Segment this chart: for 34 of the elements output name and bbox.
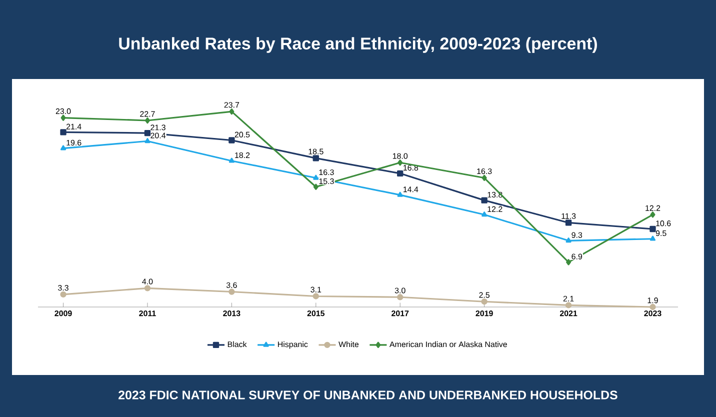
point — [60, 129, 66, 136]
point — [397, 192, 403, 197]
point — [397, 294, 404, 300]
chart-title: Unbanked Rates by Race and Ethnicity, 2009-2023 (percent) — [119, 37, 597, 53]
point — [650, 212, 656, 218]
point — [566, 238, 572, 243]
point — [650, 226, 656, 232]
point — [228, 137, 235, 144]
point — [144, 130, 151, 136]
point — [228, 158, 234, 163]
point — [313, 184, 318, 190]
point — [482, 174, 487, 181]
point — [229, 108, 234, 115]
point — [312, 293, 319, 300]
point — [313, 174, 319, 180]
text: 2023 FDIC NATIONAL SURVEY OF UNBANKED AND UNDERBANKED HOUSEHOLDS — [118, 390, 618, 400]
point — [482, 212, 488, 217]
point — [144, 285, 151, 292]
point — [565, 302, 572, 308]
point — [60, 114, 66, 121]
point — [60, 291, 66, 298]
point — [566, 259, 572, 266]
point — [312, 155, 319, 162]
point — [565, 220, 572, 226]
point — [481, 197, 488, 204]
point — [144, 138, 150, 144]
point — [228, 288, 235, 295]
point — [398, 160, 403, 166]
point — [397, 170, 404, 176]
point — [650, 236, 656, 241]
point — [60, 145, 66, 150]
point — [481, 298, 488, 305]
point — [650, 304, 656, 310]
point — [144, 117, 150, 124]
